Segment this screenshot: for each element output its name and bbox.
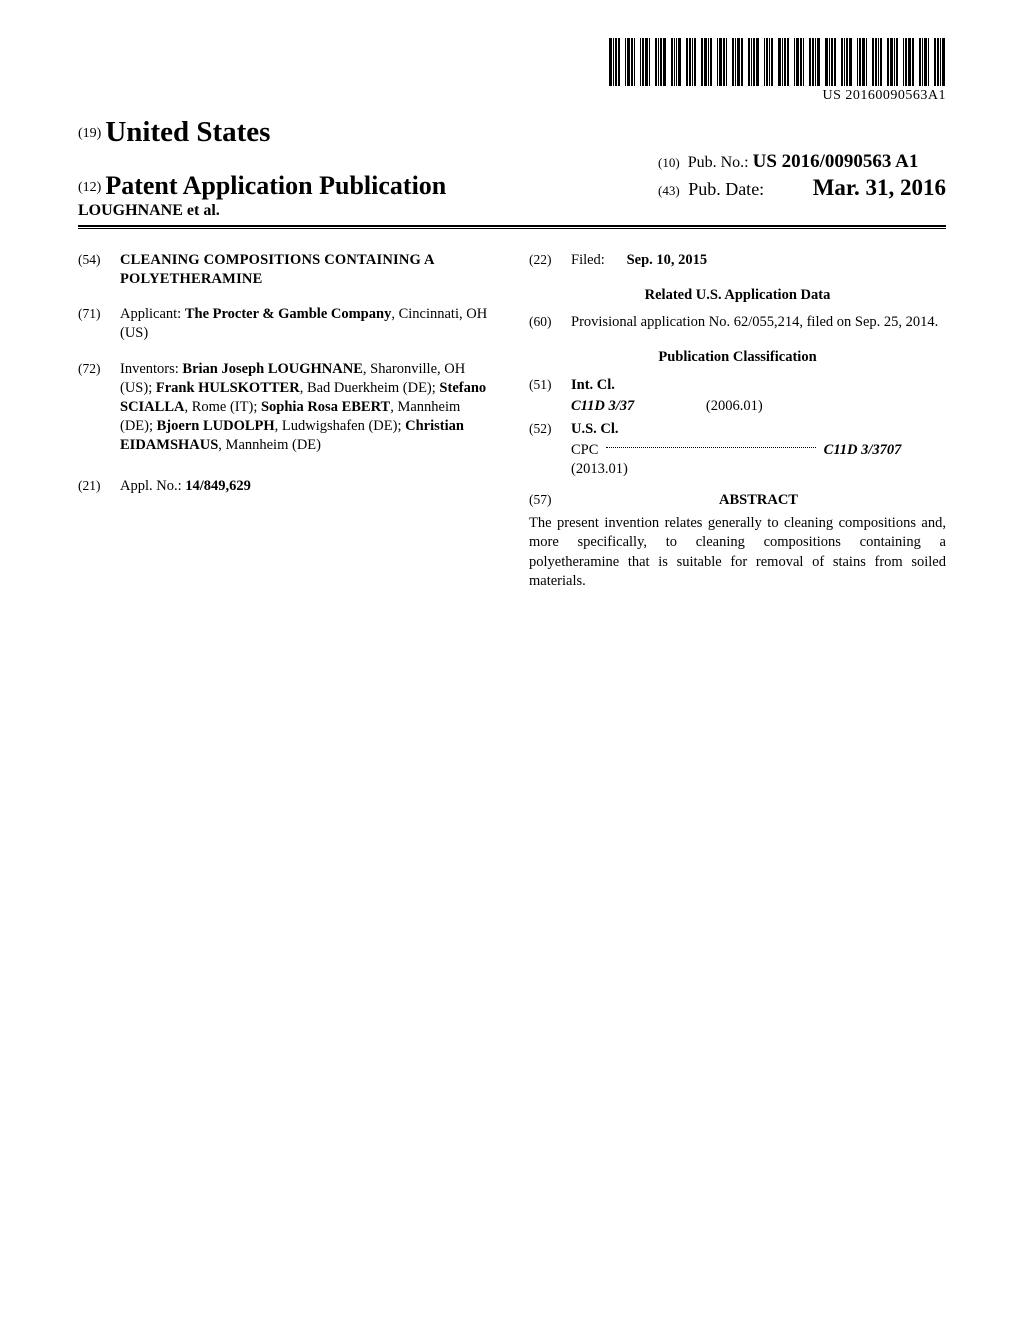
abstract-label-wrap: ABSTRACT <box>571 491 946 510</box>
intcl-code: C11D 3/37 <box>571 398 634 414</box>
uscl-body: U.S. Cl. <box>571 420 946 439</box>
uscl-tag: (52) <box>529 420 571 439</box>
filed-label: Filed: <box>571 252 605 268</box>
prov-tag: (60) <box>529 313 571 332</box>
inv4-name: Sophia Rosa EBERT <box>261 399 390 415</box>
inv5-name: Bjoern LUDOLPH <box>157 418 275 434</box>
applno-label: Appl. No.: <box>120 478 182 494</box>
applicant-tag: (71) <box>78 305 120 343</box>
pub-date-line: (43) Pub. Date: Mar. 31, 2016 <box>658 175 946 201</box>
applicant-entry: (71) Applicant: The Procter & Gamble Com… <box>78 305 495 343</box>
inventors-body: Inventors: Brian Joseph LOUGHNANE, Sharo… <box>120 360 495 456</box>
applicant-body: Applicant: The Procter & Gamble Company,… <box>120 305 495 343</box>
pub-date-value: Mar. 31, 2016 <box>813 175 946 200</box>
pub-no-label: Pub. No.: <box>688 154 749 171</box>
applno-body: Appl. No.: 14/849,629 <box>120 477 495 496</box>
uscl-label: U.S. Cl. <box>571 421 619 437</box>
filed-tag: (22) <box>529 251 571 270</box>
rule-thick <box>78 225 946 227</box>
filed-body: Filed: Sep. 10, 2015 <box>571 251 946 270</box>
abstract-head-entry: (57) ABSTRACT <box>529 491 946 510</box>
author-line: LOUGHNANE et al. <box>78 202 946 220</box>
intcl-entry: (51) Int. Cl. <box>529 376 946 395</box>
title-tag: (54) <box>78 251 120 289</box>
applicant-label: Applicant: <box>120 306 181 322</box>
country-line: (19) United States <box>78 116 946 149</box>
uscl-entry: (52) U.S. Cl. <box>529 420 946 439</box>
intcl-subline: C11D 3/37 (2006.01) <box>571 397 946 416</box>
cpc-code: C11D 3/3707 <box>824 442 902 458</box>
pub-line: (12) Patent Application Publication (10) … <box>78 151 946 201</box>
pub-no-prefix: (10) <box>658 155 680 170</box>
provisional-entry: (60) Provisional application No. 62/055,… <box>529 313 946 332</box>
abstract-text: The present invention relates generally … <box>529 514 946 591</box>
pub-type: Patent Application Publication <box>105 171 446 200</box>
title-text: CLEANING COMPOSITIONS CONTAINING A POLYE… <box>120 251 495 289</box>
title-entry: (54) CLEANING COMPOSITIONS CONTAINING A … <box>78 251 495 289</box>
left-column: (54) CLEANING COMPOSITIONS CONTAINING A … <box>78 251 495 591</box>
pub-no-value: US 2016/0090563 A1 <box>753 151 919 172</box>
applicant-name: The Procter & Gamble Company <box>185 306 391 322</box>
barcode-block: US 20160090563A1 <box>609 38 946 104</box>
pubclass-head: Publication Classification <box>529 348 946 367</box>
abstract-label: ABSTRACT <box>719 492 798 508</box>
rule-thin <box>78 228 946 229</box>
barcode-graphic <box>609 38 946 86</box>
country-name: United States <box>105 116 270 148</box>
cpc-line: CPC C11D 3/3707 (2013.01) <box>571 441 946 479</box>
related-head: Related U.S. Application Data <box>529 286 946 305</box>
filed-date: Sep. 10, 2015 <box>627 252 708 268</box>
intcl-tag: (51) <box>529 376 571 395</box>
right-column: (22) Filed: Sep. 10, 2015 Related U.S. A… <box>529 251 946 591</box>
cpc-label: CPC <box>571 442 598 458</box>
pub-right: (10) Pub. No.: US 2016/0090563 A1 (43) P… <box>658 151 946 201</box>
intcl-date: (2006.01) <box>706 398 763 414</box>
intcl-label: Int. Cl. <box>571 377 615 393</box>
pub-type-line: (12) Patent Application Publication <box>78 171 446 201</box>
inventors-tag: (72) <box>78 360 120 456</box>
prefix-12: (12) <box>78 180 101 195</box>
inv5-loc: , Ludwigshafen (DE); <box>275 418 405 434</box>
inv3-loc: , Rome (IT); <box>184 399 261 415</box>
two-column-body: (54) CLEANING COMPOSITIONS CONTAINING A … <box>78 251 946 591</box>
inv2-loc: , Bad Duerkheim (DE); <box>300 380 440 396</box>
filed-entry: (22) Filed: Sep. 10, 2015 <box>529 251 946 270</box>
header-block: (19) United States (12) Patent Application… <box>78 116 946 229</box>
inv2-name: Frank HULSKOTTER <box>156 380 300 396</box>
pub-date-prefix: (43) <box>658 183 680 198</box>
inventors-label: Inventors: <box>120 361 179 377</box>
applno-tag: (21) <box>78 477 120 496</box>
cpc-date: (2013.01) <box>571 461 628 477</box>
inventors-entry: (72) Inventors: Brian Joseph LOUGHNANE, … <box>78 360 495 456</box>
barcode-label: US 20160090563A1 <box>609 88 946 104</box>
cpc-dots <box>606 447 816 448</box>
intcl-body: Int. Cl. <box>571 376 946 395</box>
applno-entry: (21) Appl. No.: 14/849,629 <box>78 477 495 496</box>
applno-value: 14/849,629 <box>185 478 251 494</box>
inv1-name: Brian Joseph LOUGHNANE <box>182 361 362 377</box>
abstract-tag: (57) <box>529 491 571 510</box>
prov-text: Provisional application No. 62/055,214, … <box>571 313 946 332</box>
pub-no-line: (10) Pub. No.: US 2016/0090563 A1 <box>658 151 946 173</box>
prefix-19: (19) <box>78 126 101 141</box>
pub-date-label: Pub. Date: <box>688 179 764 199</box>
inv6-loc: , Mannheim (DE) <box>218 437 321 453</box>
